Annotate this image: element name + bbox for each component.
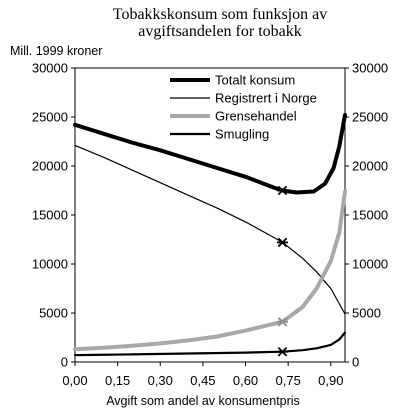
y-tick-label-left: 5000	[39, 306, 68, 321]
y-tick-label-right: 20000	[352, 159, 388, 174]
y-ticks-right: 0 5000 10000 15000 20000 25000 30000	[345, 61, 388, 370]
asterisk-marker-4	[276, 346, 288, 357]
y-tick-label-left: 20000	[32, 159, 68, 174]
x-tick-label: 0,75	[276, 373, 301, 388]
legend-label-3: Grensehandel	[215, 109, 297, 124]
x-tick-label: 0,90	[318, 373, 343, 388]
title-line-1: Tobakkskonsum som funksjon av	[113, 6, 327, 23]
y-tick-label-left: 15000	[32, 208, 68, 223]
series-line-1	[73, 113, 347, 195]
x-tick-label: 0,60	[233, 373, 258, 388]
y-tick-label-right: 15000	[352, 208, 388, 223]
y-tick-label-right: 30000	[352, 61, 388, 76]
y-axis-label: Mill. 1999 kroner	[10, 44, 102, 58]
series-line-2	[74, 144, 346, 315]
x-tick-label: 0,45	[190, 373, 215, 388]
x-axis-label: Avgift som andel av konsumentpris	[106, 394, 300, 408]
y-tick-label-right: 25000	[352, 110, 388, 125]
series-line-3	[73, 189, 347, 352]
legend-label-2: Registrert i Norge	[215, 91, 317, 106]
legend-label-1: Totalt konsum	[215, 73, 295, 88]
y-tick-label-left: 10000	[32, 257, 68, 272]
x-tick-label: 0,30	[148, 373, 173, 388]
y-tick-label-right: 0	[352, 355, 359, 370]
asterisk-marker-3	[276, 317, 288, 327]
chart-title: Tobakkskonsum som funksjon av avgiftsand…	[113, 6, 327, 40]
plot-area	[74, 67, 346, 363]
x-tick-label: 0,15	[105, 373, 130, 388]
series-lines	[73, 113, 347, 357]
y-ticks-left: 0 5000 10000 15000 20000 25000 30000	[32, 61, 75, 370]
asterisk-marker-2	[276, 237, 288, 248]
y-tick-label-right: 5000	[352, 306, 381, 321]
asterisk-markers	[276, 185, 288, 357]
y-tick-label-right: 10000	[352, 257, 388, 272]
x-tick-label: 0,00	[62, 373, 87, 388]
y-tick-label-left: 25000	[32, 110, 68, 125]
y-tick-label-left: 0	[61, 355, 68, 370]
title-line-2: avgiftsandelen for tobakk	[138, 23, 302, 40]
legend: Totalt konsum Registrert i Norge Grensehan…	[170, 73, 317, 142]
y-tick-label-left: 30000	[32, 61, 68, 76]
x-ticks: 0,00 0,15 0,30 0,45 0,60 0,75 0,90	[62, 362, 343, 388]
series-line-4	[73, 331, 347, 357]
legend-label-4: Smugling	[215, 127, 269, 142]
asterisk-marker-1	[276, 185, 288, 196]
